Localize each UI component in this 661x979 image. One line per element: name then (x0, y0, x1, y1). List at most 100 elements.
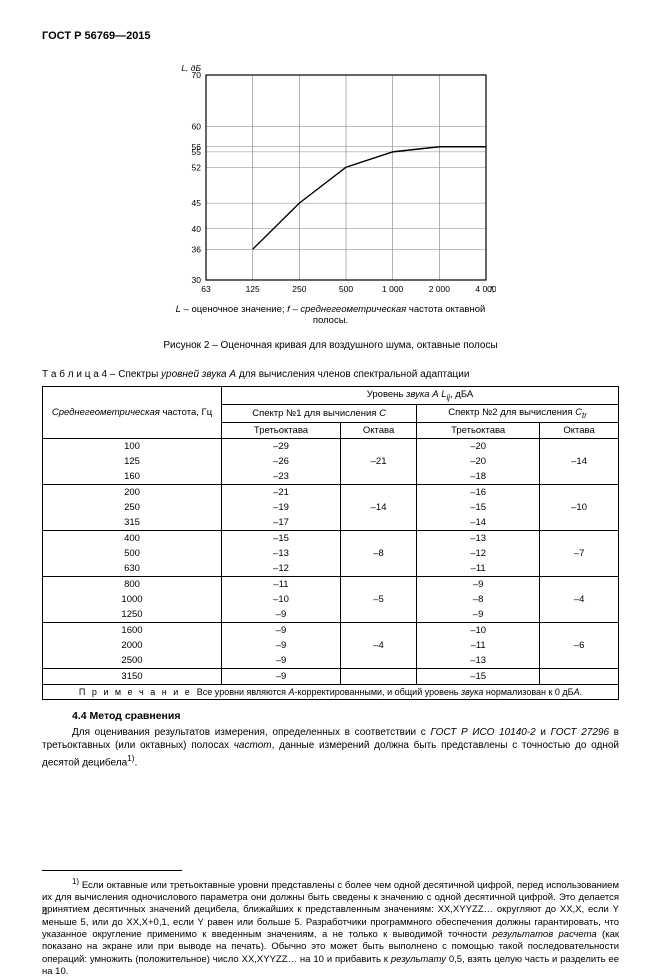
table-cell-freq: 500 (43, 546, 222, 561)
svg-text:45: 45 (191, 198, 201, 208)
table-header-spec1: Спектр №1 для вычисления С (222, 404, 417, 422)
table-caption-italic: уровней звука А (161, 369, 236, 380)
table-cell: –14 (340, 484, 416, 530)
table-cell: –13 (222, 546, 341, 561)
table-cell-freq: 1250 (43, 607, 222, 623)
table-cell-freq: 100 (43, 438, 222, 454)
table-note: П р и м е ч а н и е Все уровни являются … (43, 684, 619, 699)
table-cell: –26 (222, 454, 341, 469)
table-cell-freq: 1600 (43, 622, 222, 638)
table-cell-freq: 2000 (43, 638, 222, 653)
svg-text:f, Гц: f, Гц (490, 284, 496, 294)
table-cell: –10 (540, 484, 619, 530)
table-cell (540, 668, 619, 684)
spectrum-table: Среднегеометрическая частота, Гц Уровень… (42, 386, 619, 700)
table-cell: –18 (417, 469, 540, 485)
table-cell: –8 (340, 530, 416, 576)
svg-text:36: 36 (191, 244, 201, 254)
table-cell: –21 (340, 438, 416, 484)
svg-text:500: 500 (338, 284, 352, 294)
table-cell: –4 (540, 576, 619, 622)
table-cell: –12 (417, 546, 540, 561)
svg-text:30: 30 (191, 275, 201, 285)
table-cell-freq: 630 (43, 561, 222, 577)
table-cell-freq: 2500 (43, 653, 222, 669)
table-cell: –9 (222, 653, 341, 669)
table-cell-freq: 250 (43, 500, 222, 515)
table-cell: –13 (417, 653, 540, 669)
table-cell: –9 (222, 638, 341, 653)
svg-text:125: 125 (245, 284, 259, 294)
table-cell: –15 (417, 500, 540, 515)
table-subheader-oct2: Октава (540, 422, 619, 438)
table-cell: –7 (540, 530, 619, 576)
table-cell: –11 (222, 576, 341, 592)
table-cell: –15 (222, 530, 341, 546)
footnote-text: 1) Если октавные или третьоктавные уровн… (42, 877, 619, 979)
chart-container: 303640455255566070631252505001 0002 0004… (161, 57, 501, 326)
table-header-spec2: Спектр №2 для вычисления Сtr (417, 404, 619, 422)
table-cell: –21 (222, 484, 341, 500)
table-cell: –6 (540, 622, 619, 668)
table-cell: 3150 (43, 668, 222, 684)
table-subheader-third2: Третьоктава (417, 422, 540, 438)
table-cell-freq: 200 (43, 484, 222, 500)
figure-caption: Рисунок 2 – Оценочная кривая для воздушн… (42, 340, 619, 351)
table-cell-freq: 125 (43, 454, 222, 469)
table-cell: –4 (340, 622, 416, 668)
svg-text:250: 250 (292, 284, 306, 294)
table-cell: –11 (417, 561, 540, 577)
svg-text:L, дБ: L, дБ (181, 63, 201, 73)
table-cell-freq: 400 (43, 530, 222, 546)
svg-text:60: 60 (191, 121, 201, 131)
table-cell: –10 (417, 622, 540, 638)
table-cell: –10 (222, 592, 341, 607)
table-cell: –17 (222, 515, 341, 531)
chart-caption-italic: среднегеометрическая (300, 304, 406, 315)
svg-text:63: 63 (201, 284, 211, 294)
svg-text:2 000: 2 000 (428, 284, 450, 294)
table-cell-freq: 800 (43, 576, 222, 592)
line-chart: 303640455255566070631252505001 0002 0004… (166, 57, 496, 300)
table-cell: –16 (417, 484, 540, 500)
table-cell: –13 (417, 530, 540, 546)
table-header-freq: Среднегеометрическая частота, Гц (43, 387, 222, 439)
table-cell: –5 (340, 576, 416, 622)
table-cell-freq: 315 (43, 515, 222, 531)
table-cell: –15 (417, 668, 540, 684)
footnote-separator (42, 870, 182, 871)
table-cell: –19 (222, 500, 341, 515)
table-cell: –12 (222, 561, 341, 577)
document-header: ГОСТ Р 56769—2015 (42, 30, 619, 42)
table-cell: –9 (222, 622, 341, 638)
svg-text:52: 52 (191, 162, 201, 172)
table-header-top: Уровень звука А Lij, дБА (222, 387, 619, 405)
table-caption-prefix: Т а б л и ц а 4 – Спектры (42, 369, 161, 380)
table-cell: –20 (417, 438, 540, 454)
table-caption-suffix: для вычисления членов спектральной адапт… (236, 369, 469, 380)
table-cell: –8 (417, 592, 540, 607)
table-cell: –14 (540, 438, 619, 484)
table-caption: Т а б л и ц а 4 – Спектры уровней звука … (42, 369, 619, 380)
svg-text:1 000: 1 000 (382, 284, 404, 294)
table-cell: –20 (417, 454, 540, 469)
table-cell: –9 (222, 607, 341, 623)
chart-caption-mid1: – оценочное значение; (181, 304, 287, 315)
section-title: 4.4 Метод сравнения (42, 710, 619, 722)
table-cell: –29 (222, 438, 341, 454)
chart-caption-mid2: – (290, 304, 301, 315)
table-subheader-third1: Третьоктава (222, 422, 341, 438)
table-cell-freq: 1000 (43, 592, 222, 607)
table-cell: –9 (417, 607, 540, 623)
table-cell (340, 668, 416, 684)
table-cell-freq: 160 (43, 469, 222, 485)
table-cell: –9 (222, 668, 341, 684)
table-subheader-oct1: Октава (340, 422, 416, 438)
table-cell: –11 (417, 638, 540, 653)
page-number: 4 (42, 907, 48, 918)
svg-text:40: 40 (191, 224, 201, 234)
table-cell: –9 (417, 576, 540, 592)
body-paragraph: Для оценивания результатов измерения, оп… (42, 726, 619, 770)
table-cell: –23 (222, 469, 341, 485)
svg-text:56: 56 (191, 142, 201, 152)
